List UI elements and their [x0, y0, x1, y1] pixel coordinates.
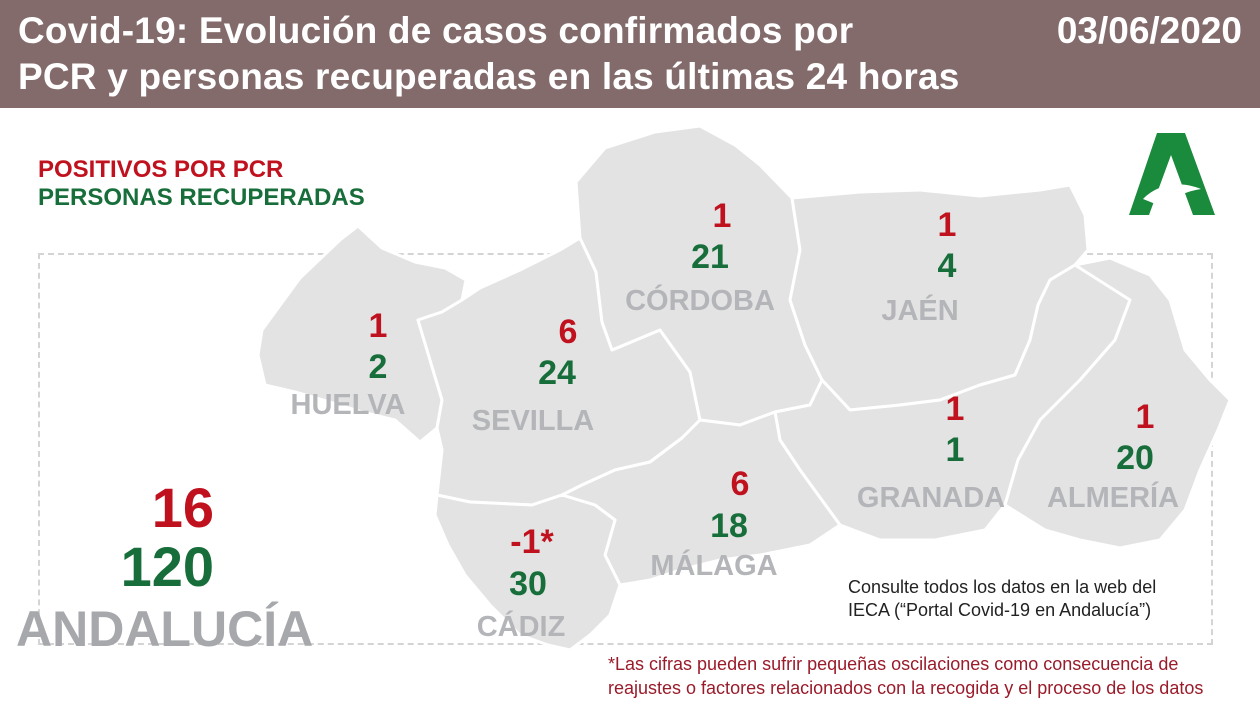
cordoba-recovered: 21: [691, 238, 729, 276]
sevilla-positives: 6: [558, 313, 578, 351]
source-note-line-1: Consulte todos los datos en la web del: [848, 577, 1157, 597]
title-line-1: Covid-19: Evolución de casos confirmados…: [18, 10, 854, 51]
province-shape-cadiz: [433, 493, 622, 652]
huelva-positives: 1: [368, 307, 388, 345]
cadiz-recovered: 30: [509, 565, 547, 603]
source-note: Consulte todos los datos en la web del I…: [848, 576, 1156, 622]
huelva-recovered: 2: [368, 348, 388, 386]
report-date: 03/06/2020: [1056, 10, 1242, 51]
malaga-label: MÁLAGA: [650, 550, 778, 582]
jaen-recovered: 4: [937, 247, 957, 285]
header-bar: Covid-19: Evolución de casos confirmados…: [0, 0, 1260, 108]
almeria-recovered: 20: [1116, 439, 1154, 477]
huelva-label: HUELVA: [290, 389, 406, 421]
footnote-line-2: reajustes o factores relacionados con la…: [608, 678, 1204, 698]
almeria-label: ALMERÍA: [1046, 482, 1180, 514]
footnote-line-1: *Las cifras pueden sufrir pequeñas oscil…: [608, 654, 1179, 674]
junta-de-andalucia-logo: [1129, 133, 1215, 215]
granada-recovered: 1: [945, 431, 965, 469]
granada-positives: 1: [945, 390, 965, 428]
province-shape-almeria: [1003, 256, 1232, 550]
granada-label: GRANADA: [856, 482, 1006, 514]
almeria-positives: 1: [1135, 398, 1155, 436]
legend-recovered: PERSONAS RECUPERADAS: [38, 184, 365, 211]
malaga-positives: 6: [730, 465, 750, 503]
sevilla-recovered: 24: [538, 354, 576, 392]
andalucia-label: ANDALUCÍA: [16, 601, 314, 657]
legend-positives: POSITIVOS POR PCR: [38, 156, 284, 183]
andalucia-positives: 16: [151, 476, 214, 539]
jaen-positives: 1: [937, 206, 957, 244]
footnote: *Las cifras pueden sufrir pequeñas oscil…: [608, 652, 1203, 700]
title-line-2: PCR y personas recuperadas en las última…: [18, 56, 960, 97]
cadiz-positives: -1*: [510, 523, 554, 561]
cordoba-positives: 1: [712, 197, 732, 235]
jaen-label: JAÉN: [881, 295, 959, 327]
cordoba-label: CÓRDOBA: [625, 285, 775, 317]
cadiz-label: CÁDIZ: [476, 611, 566, 643]
malaga-recovered: 18: [710, 507, 748, 545]
sevilla-label: SEVILLA: [471, 405, 595, 437]
source-note-line-2: IECA (“Portal Covid-19 en Andalucía”): [848, 600, 1152, 620]
andalucia-recovered: 120: [120, 535, 214, 598]
